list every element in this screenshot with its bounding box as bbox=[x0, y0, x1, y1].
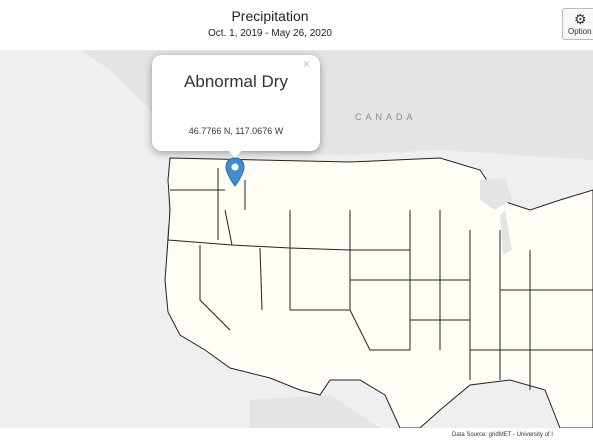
location-marker-icon[interactable] bbox=[225, 157, 245, 187]
map-date-range: Oct. 1, 2019 - May 26, 2020 bbox=[208, 28, 332, 39]
lake-superior bbox=[480, 178, 512, 210]
map-attribution: Data Source: gridMET - University of I bbox=[440, 428, 593, 444]
popup-close-button[interactable]: × bbox=[303, 57, 311, 71]
state-borders bbox=[164, 157, 593, 428]
country-label-canada: CANADA bbox=[355, 112, 417, 122]
map-canvas bbox=[0, 50, 593, 428]
location-popup: × Abnormal Dry 46.7766 N, 117.0676 W bbox=[152, 55, 320, 158]
map-title: Precipitation bbox=[231, 8, 309, 24]
lake-michigan bbox=[500, 210, 512, 255]
popup-tip bbox=[226, 148, 244, 158]
map-header: Precipitation Oct. 1, 2019 - May 26, 202… bbox=[0, 0, 593, 50]
options-button[interactable]: ⚙ Option bbox=[562, 8, 593, 40]
mexico-land bbox=[250, 395, 380, 428]
popup-coordinates: 46.7766 N, 117.0676 W bbox=[188, 126, 284, 136]
options-button-label: Option bbox=[568, 27, 592, 36]
popup-category: Abnormal Dry bbox=[184, 72, 288, 91]
gear-icon: ⚙ bbox=[574, 11, 587, 27]
